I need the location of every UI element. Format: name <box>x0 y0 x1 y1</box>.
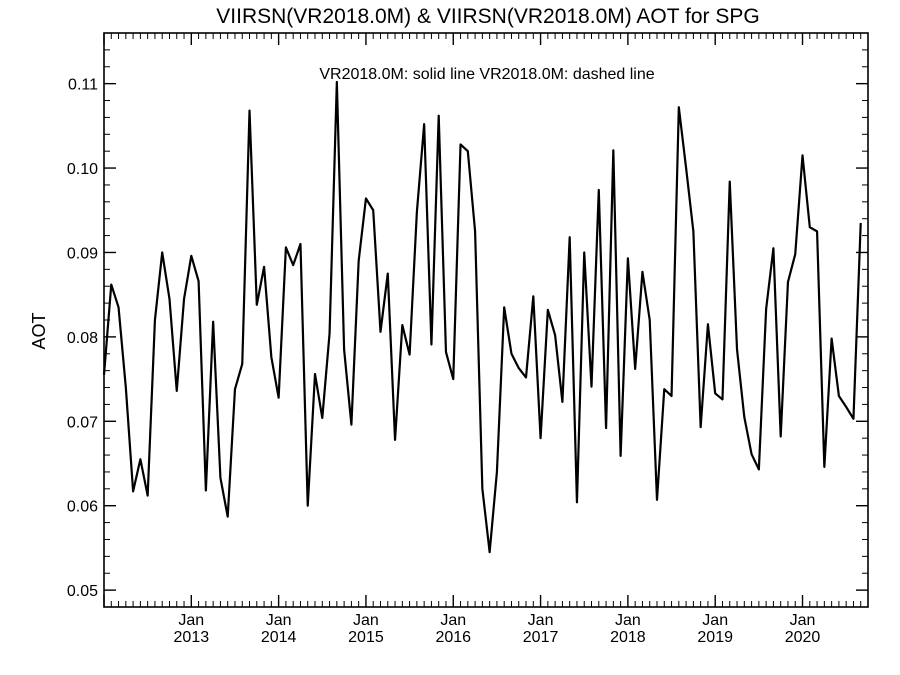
x-tick-month-label: Jan <box>266 612 292 629</box>
chart-legend-text: VR2018.0M: solid line VR2018.0M: dashed … <box>319 66 654 83</box>
y-axis-ticks: 0.05 0.06 0.07 0.08 0.09 0.10 0.11 <box>67 32 868 608</box>
x-tick-year-label: 2014 <box>261 629 297 646</box>
y-axis-label: AOT <box>29 312 49 349</box>
y-tick-label: 0.08 <box>67 330 98 347</box>
x-tick-year-label: 2019 <box>697 629 733 646</box>
x-tick-year-label: 2016 <box>435 629 471 646</box>
y-tick-label: 0.10 <box>67 161 98 178</box>
series-line <box>102 80 862 554</box>
series-group <box>102 80 862 554</box>
x-tick-year-label: 2018 <box>610 629 646 646</box>
x-tick-month-label: Jan <box>615 612 641 629</box>
chart-title: VIIRSN(VR2018.0M) & VIIRSN(VR2018.0M) AO… <box>216 5 759 28</box>
x-tick-month-label: Jan <box>528 612 554 629</box>
y-tick-label: 0.06 <box>67 499 98 516</box>
x-axis-ticks: Jan2013Jan2014Jan2015Jan2016Jan2017Jan20… <box>103 33 869 646</box>
y-tick-label: 0.09 <box>67 245 98 262</box>
y-tick-label: 0.05 <box>67 583 98 600</box>
x-tick-year-label: 2017 <box>523 629 559 646</box>
x-tick-month-label: Jan <box>178 612 204 629</box>
y-tick-label: 0.07 <box>67 414 98 431</box>
x-tick-month-label: Jan <box>790 612 816 629</box>
y-tick-label: 0.11 <box>68 77 98 94</box>
x-tick-month-label: Jan <box>353 612 379 629</box>
x-tick-year-label: 2015 <box>348 629 384 646</box>
x-tick-month-label: Jan <box>440 612 466 629</box>
x-tick-year-label: 2020 <box>785 629 821 646</box>
x-tick-month-label: Jan <box>702 612 728 629</box>
x-tick-year-label: 2013 <box>174 629 210 646</box>
